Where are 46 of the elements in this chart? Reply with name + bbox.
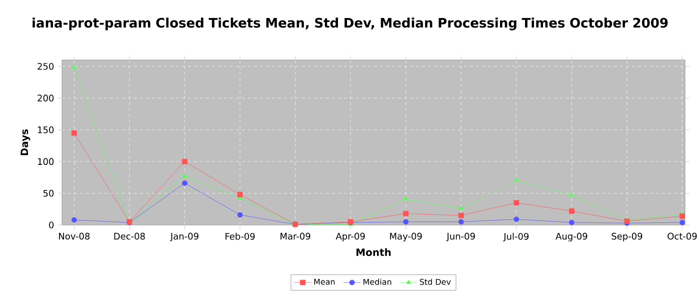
- point: [182, 158, 188, 164]
- x-tick-label: Apr-09: [336, 232, 365, 242]
- y-tick-label: 150: [38, 126, 54, 134]
- y-tick-label: 50: [43, 190, 54, 197]
- y-tick-label: 200: [38, 94, 54, 102]
- point: [403, 196, 408, 200]
- x-tick-label: Jan-09: [170, 232, 198, 242]
- x-tick-label: Nov-08: [59, 232, 90, 240]
- point: [182, 180, 188, 186]
- y-tick-label: 250: [38, 62, 54, 70]
- x-tick-label: Sep-09: [612, 232, 642, 242]
- x-tick-label: Jun-09: [446, 232, 475, 242]
- x-tick-label: May-09: [390, 232, 422, 242]
- point: [569, 192, 574, 197]
- x-tick-label: Feb-09: [226, 232, 255, 240]
- point: [458, 212, 464, 218]
- point: [182, 173, 188, 178]
- y-tick-label: 100: [38, 158, 54, 165]
- legend-label: Std Dev: [420, 278, 451, 285]
- point: [237, 192, 243, 198]
- x-tick-label: Jul-09: [503, 232, 529, 242]
- point: [71, 217, 77, 223]
- x-tick-label: Aug-09: [556, 232, 588, 242]
- legend-label: Median: [364, 278, 392, 285]
- point: [680, 213, 685, 219]
- legend-label: Mean: [314, 278, 335, 285]
- point: [458, 219, 464, 225]
- x-axis-title: Month: [356, 248, 391, 256]
- point: [514, 178, 519, 182]
- x-tick-label: Mar-09: [280, 232, 310, 240]
- x-tick-label: Oct-09: [668, 232, 697, 240]
- point: [568, 220, 574, 226]
- y-axis-title: Days: [20, 129, 30, 156]
- point: [514, 216, 520, 222]
- point: [403, 219, 409, 225]
- point: [514, 200, 520, 206]
- point: [458, 206, 464, 210]
- point: [568, 208, 574, 214]
- point: [71, 130, 77, 136]
- x-tick-label: Dec-08: [114, 232, 145, 240]
- point: [403, 210, 409, 216]
- chart-title: iana-prot-param Closed Tickets Mean, Std Dev, Median Processing Times October 2009: [32, 18, 668, 30]
- point: [237, 212, 243, 218]
- point: [72, 64, 77, 70]
- point: [680, 220, 685, 226]
- y-tick-label: 0: [49, 222, 54, 228]
